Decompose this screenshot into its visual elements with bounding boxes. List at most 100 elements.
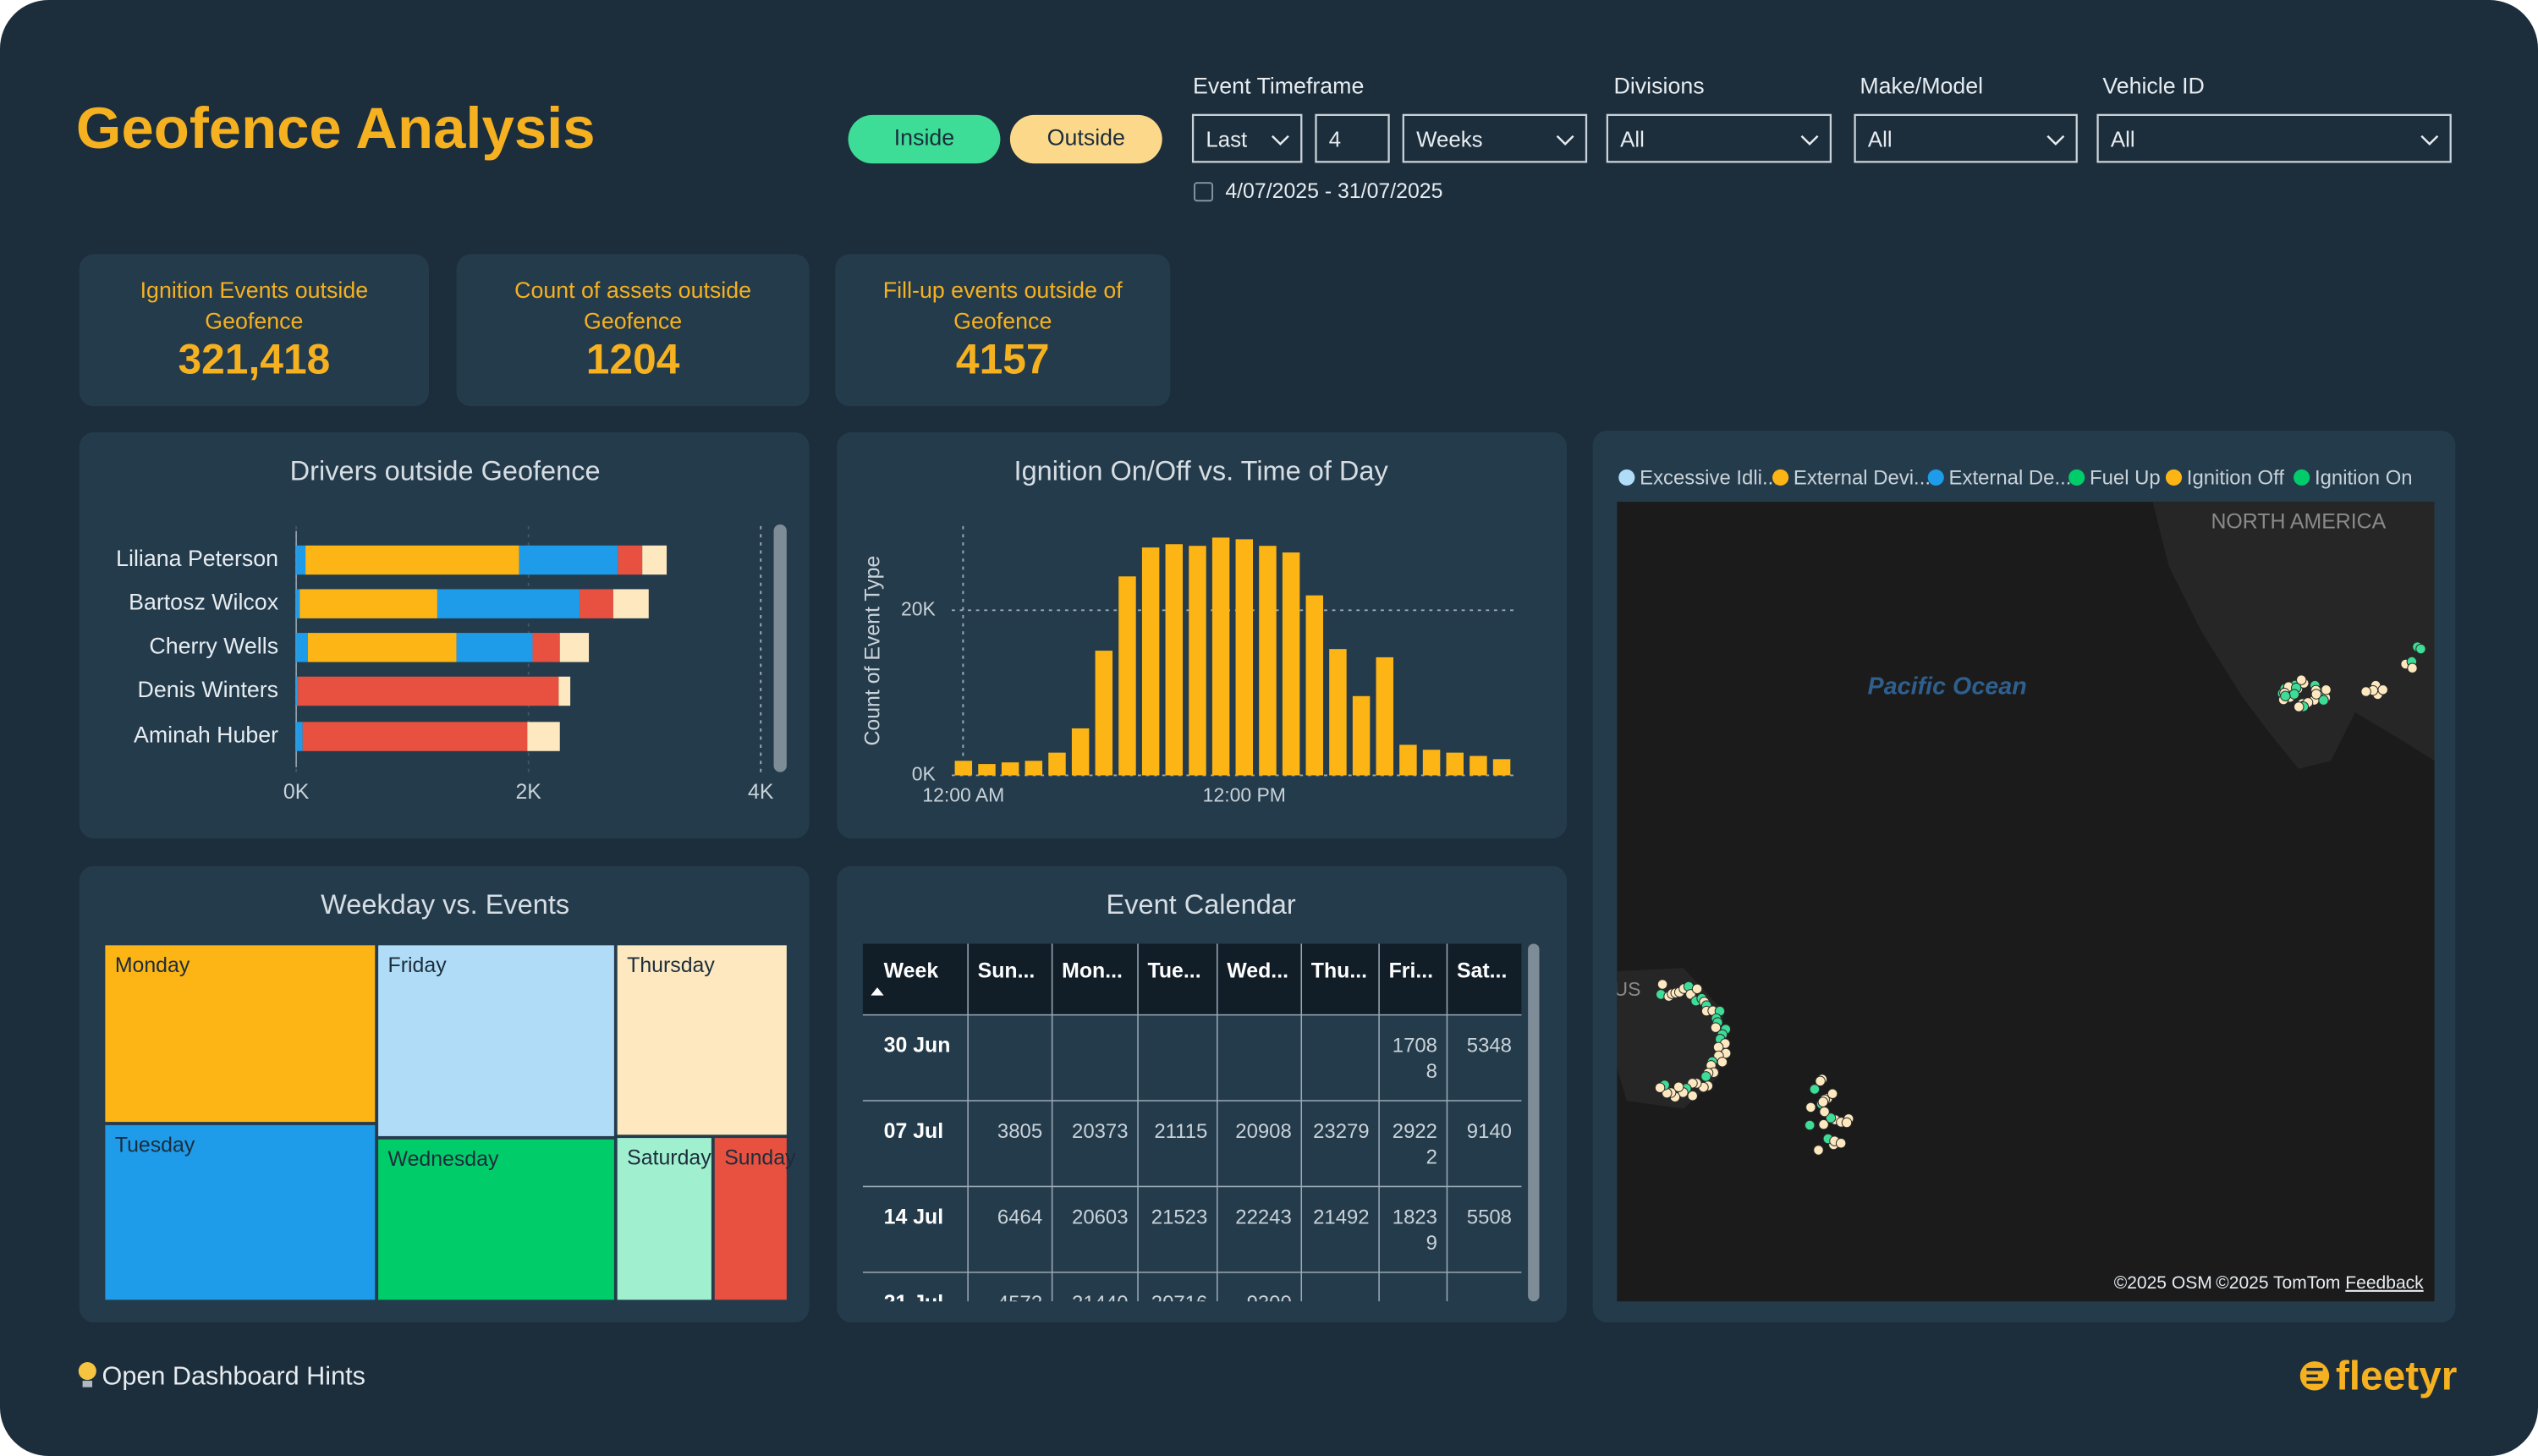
map-point[interactable]	[1825, 1113, 1837, 1124]
cell-value: 9140	[1466, 1119, 1512, 1143]
map-point[interactable]	[2288, 689, 2300, 700]
map-point[interactable]	[2377, 684, 2388, 695]
map-point[interactable]	[2415, 643, 2426, 655]
dropdown[interactable]	[1854, 113, 2078, 163]
map-attribution[interactable]: Feedback	[2345, 1273, 2424, 1293]
bar-segment	[296, 676, 299, 706]
kpi-card	[456, 254, 810, 407]
cell-value: 5348	[1466, 1034, 1512, 1058]
bar	[1376, 657, 1393, 776]
map-layer: NORTH AMERICA Pacific Ocean US	[1617, 510, 2426, 1156]
dropdown-value: All	[2111, 128, 2135, 151]
category-label: Aminah Huber	[134, 723, 278, 748]
cell-value-box: 9140	[1466, 1119, 1512, 1143]
cell-value: 20373	[1072, 1119, 1129, 1143]
cell-value: 21440	[1058, 1290, 1129, 1301]
cell-value-box: 5508	[1466, 1206, 1512, 1229]
map-point[interactable]	[1710, 1022, 1722, 1033]
cell-value-box: 17088	[1393, 1035, 1437, 1083]
treemap-tile	[378, 1139, 614, 1300]
bar-segment	[299, 589, 437, 618]
bar-segment	[456, 633, 533, 662]
cell-value-box: 22243	[1235, 1206, 1292, 1228]
dropdown[interactable]	[1191, 113, 1303, 163]
dropdown[interactable]	[1402, 113, 1588, 163]
map-point[interactable]	[2296, 674, 2307, 685]
map-point[interactable]	[1673, 1081, 1684, 1092]
tile-label: Tuesday	[115, 1133, 195, 1157]
map-point[interactable]	[1687, 1091, 1698, 1102]
dropdown-value: All	[1620, 128, 1645, 151]
kpi-card	[835, 254, 1171, 407]
map-point[interactable]	[2321, 684, 2332, 695]
cell-value: 5508	[1466, 1206, 1512, 1229]
cell-value: 20908	[1235, 1119, 1292, 1143]
bar	[1048, 752, 1066, 776]
toggle-button[interactable]	[848, 114, 1001, 164]
bar	[1470, 755, 1487, 776]
hint-bulb	[78, 1362, 96, 1381]
map-point[interactable]	[1805, 1102, 1816, 1113]
bar-segment	[558, 676, 571, 706]
column-header: Wed...	[1227, 958, 1289, 983]
chevron	[1271, 135, 1289, 146]
map-point[interactable]	[2294, 701, 2305, 712]
map-point[interactable]	[2280, 690, 2291, 701]
map-point[interactable]	[1691, 983, 1703, 995]
bar	[1329, 649, 1347, 776]
map-point[interactable]	[1656, 979, 1668, 990]
kpi-label: Ignition Events outside Geofence	[140, 277, 369, 334]
dropdown-value: All	[1868, 128, 1893, 151]
tile-label: Wednesday	[388, 1147, 499, 1171]
week-label-box: 21 Jul	[884, 1290, 944, 1301]
bar	[1001, 762, 1019, 776]
category-label: Liliana Peterson	[116, 546, 278, 571]
column-header: Thu...	[1310, 958, 1368, 983]
map-point[interactable]	[1717, 1057, 1728, 1068]
bar	[1118, 576, 1136, 776]
bar	[954, 761, 973, 776]
map-point[interactable]	[1804, 1119, 1816, 1131]
map-point[interactable]	[1818, 1118, 1829, 1130]
bar	[1165, 544, 1184, 776]
map-point[interactable]	[1817, 1096, 1829, 1107]
map-point[interactable]	[1819, 1106, 1830, 1118]
treemap-tile	[617, 945, 787, 1135]
cell-value-box: 23279	[1313, 1119, 1370, 1143]
kpi-label-box: Count of assets outside Geofence	[514, 277, 751, 333]
map-point[interactable]	[2318, 695, 2329, 706]
map-point[interactable]	[1809, 1084, 1821, 1095]
dropdown[interactable]	[1315, 113, 1390, 163]
map-point[interactable]	[1700, 1071, 1711, 1082]
bar-segment	[305, 545, 519, 575]
map-point[interactable]	[1841, 1117, 1853, 1129]
cell-value: 4572	[975, 1290, 1042, 1301]
map-point[interactable]	[2407, 662, 2418, 673]
toggle-label: Outside	[1047, 125, 1125, 151]
kpi-value: 321,418	[178, 336, 330, 383]
hint-link[interactable]: Open Dashboard Hints	[102, 1361, 365, 1390]
toggle-button[interactable]	[1009, 114, 1162, 164]
map-point[interactable]	[2360, 686, 2371, 697]
map-point[interactable]	[1813, 1145, 1824, 1156]
cell-value-box: 21440	[1058, 1290, 1129, 1301]
map-point[interactable]	[2310, 689, 2322, 700]
scrollbar[interactable]	[773, 524, 787, 772]
cell-value: 21115	[1154, 1119, 1208, 1143]
map-point[interactable]	[1815, 1075, 1826, 1087]
map-point[interactable]	[1835, 1138, 1847, 1149]
cell-value: 29222	[1392, 1119, 1437, 1169]
cell-value: 23279	[1313, 1119, 1370, 1143]
dropdown-value: 4	[1329, 128, 1341, 151]
cell-value-box: 5348	[1466, 1034, 1512, 1058]
map-point[interactable]	[1654, 1082, 1666, 1093]
map-point[interactable]	[1827, 1088, 1838, 1100]
treemap-tile	[105, 945, 376, 1123]
scrollbar[interactable]	[1528, 943, 1540, 1302]
brand-name: fleetyr	[2336, 1354, 2458, 1399]
dropdown[interactable]	[2096, 113, 2452, 163]
cell-value: 20603	[1072, 1206, 1129, 1229]
dropdown[interactable]	[1606, 113, 1832, 163]
tile-label: Thursday	[627, 953, 715, 977]
